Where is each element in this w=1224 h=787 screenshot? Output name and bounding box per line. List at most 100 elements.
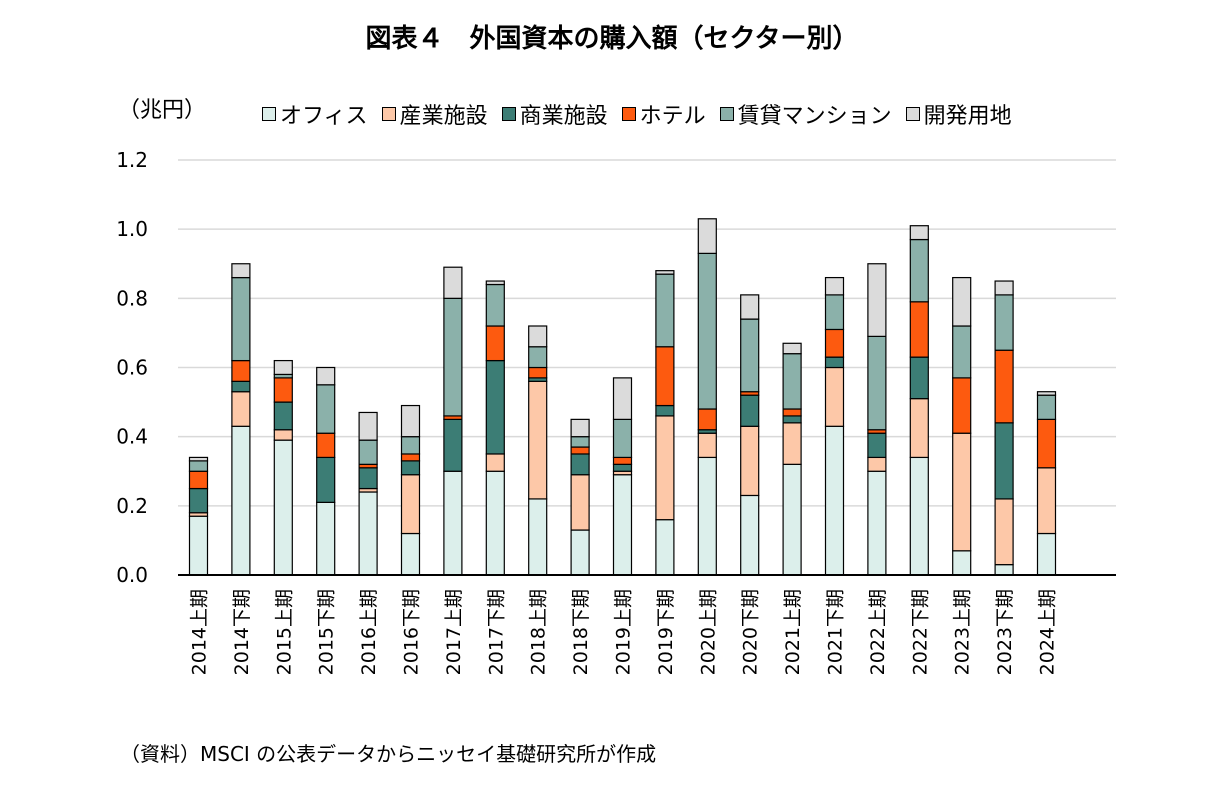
bar-segment bbox=[655, 346, 675, 407]
bar-segment bbox=[443, 266, 463, 299]
bar-segment bbox=[782, 422, 802, 465]
bar-segment bbox=[952, 550, 972, 576]
bar-segment bbox=[400, 460, 421, 476]
y-tick-label: 1.2 bbox=[116, 148, 148, 172]
bar-segment bbox=[528, 498, 548, 576]
bar-segment bbox=[570, 446, 590, 455]
bar-segment bbox=[400, 436, 421, 455]
x-tick-label: 2017下期 bbox=[485, 589, 507, 675]
bar-segment bbox=[994, 294, 1014, 351]
x-tick-label: 2014上期 bbox=[189, 589, 211, 675]
bar-segment bbox=[570, 529, 590, 576]
bar-segment bbox=[1036, 418, 1057, 469]
x-tick-label: 2019上期 bbox=[613, 589, 635, 675]
x-tick-label: 2021下期 bbox=[825, 589, 847, 675]
bar-segment bbox=[952, 325, 972, 379]
bar-segment bbox=[485, 325, 505, 362]
bar-segment bbox=[485, 453, 505, 472]
bar-segment bbox=[316, 456, 336, 503]
bar-segment bbox=[188, 460, 209, 472]
bar-segment bbox=[909, 238, 929, 303]
bar-segment bbox=[612, 418, 633, 459]
legend-swatch bbox=[501, 107, 516, 121]
y-tick-label: 0.2 bbox=[116, 494, 148, 518]
bar-segment bbox=[400, 453, 421, 462]
bar-segment bbox=[570, 418, 590, 438]
bar-segment bbox=[570, 436, 590, 448]
bar-segment bbox=[231, 359, 251, 382]
x-tick-label: 2023上期 bbox=[952, 589, 974, 675]
bar-segment bbox=[316, 501, 336, 576]
bar-segment bbox=[740, 294, 760, 320]
bar-segment bbox=[485, 283, 505, 327]
x-tick-label: 2016上期 bbox=[358, 589, 380, 675]
bar-segment bbox=[528, 325, 548, 348]
bar-segment bbox=[782, 463, 802, 576]
x-tick-label: 2018上期 bbox=[528, 589, 550, 675]
legend-item: ホテル bbox=[621, 98, 706, 130]
bar-segment bbox=[697, 218, 717, 254]
bar-segment bbox=[655, 273, 675, 348]
bar-segment bbox=[358, 467, 378, 490]
bar-segment bbox=[443, 470, 463, 576]
bar-segment bbox=[485, 470, 505, 576]
y-axis-unit-label: （兆円） bbox=[118, 98, 207, 123]
bar-segment bbox=[231, 263, 251, 279]
bar-segment bbox=[612, 474, 633, 576]
bar-segment bbox=[528, 380, 548, 500]
bar-segment bbox=[697, 456, 717, 576]
source-note: （資料）MSCI の公表データからニッセイ基礎研究所が作成 bbox=[120, 742, 657, 766]
legend-label: 商業施設 bbox=[519, 104, 608, 129]
x-tick-label: 2023下期 bbox=[994, 589, 1016, 675]
bar-segment bbox=[485, 280, 505, 286]
x-tick-label: 2021上期 bbox=[782, 589, 804, 675]
legend-item: 産業施設 bbox=[381, 98, 488, 130]
bar-segment bbox=[231, 425, 251, 576]
legend-swatch bbox=[381, 107, 396, 121]
bar-segment bbox=[867, 263, 887, 337]
bar-segment bbox=[400, 474, 421, 535]
legend-label: 開発用地 bbox=[923, 104, 1012, 129]
bar-segment bbox=[824, 294, 845, 331]
bar-segment bbox=[994, 349, 1014, 424]
bars bbox=[188, 218, 1057, 576]
bar-segment bbox=[994, 498, 1014, 566]
bar-segment bbox=[400, 532, 421, 576]
bar-segment bbox=[612, 456, 633, 465]
legend-swatch bbox=[719, 107, 734, 121]
bar-segment bbox=[231, 380, 251, 393]
bar-segment bbox=[867, 456, 887, 472]
bar-segment bbox=[273, 359, 293, 376]
bar-segment bbox=[188, 470, 209, 490]
bar-segment bbox=[909, 225, 929, 241]
legend-swatch bbox=[905, 107, 920, 121]
bar-segment bbox=[740, 494, 760, 576]
bar-segment bbox=[740, 318, 760, 393]
legend-item: 開発用地 bbox=[905, 98, 1012, 130]
bar-segment bbox=[528, 346, 548, 369]
chart-title: 図表４ 外国資本の購入額（セクター別） bbox=[365, 24, 859, 54]
bar-segment bbox=[273, 429, 293, 441]
y-tick-label: 0.0 bbox=[116, 563, 148, 587]
bar-segment bbox=[400, 404, 421, 438]
bar-segment bbox=[528, 366, 548, 379]
bar-segment bbox=[952, 276, 972, 327]
y-tick-label: 0.6 bbox=[116, 356, 148, 380]
x-tick-label: 2015上期 bbox=[273, 589, 295, 675]
bar-segment bbox=[782, 342, 802, 355]
bar-segment bbox=[697, 408, 717, 431]
bar-segment bbox=[188, 456, 209, 462]
legend-item: 商業施設 bbox=[501, 98, 608, 130]
legend-item: オフィス bbox=[262, 98, 368, 130]
y-tick-label: 0.4 bbox=[116, 425, 148, 449]
bar-segment bbox=[612, 377, 633, 420]
bar-segment bbox=[782, 353, 802, 410]
x-tick-label: 2019下期 bbox=[655, 589, 677, 675]
x-tick-label: 2014下期 bbox=[231, 589, 253, 675]
bar-segment bbox=[655, 270, 675, 275]
x-tick-label: 2015下期 bbox=[316, 589, 338, 675]
bar-segment bbox=[570, 474, 590, 531]
legend-swatch bbox=[262, 107, 276, 121]
y-tick-label: 1.0 bbox=[116, 217, 148, 241]
bar-segment bbox=[994, 422, 1014, 500]
